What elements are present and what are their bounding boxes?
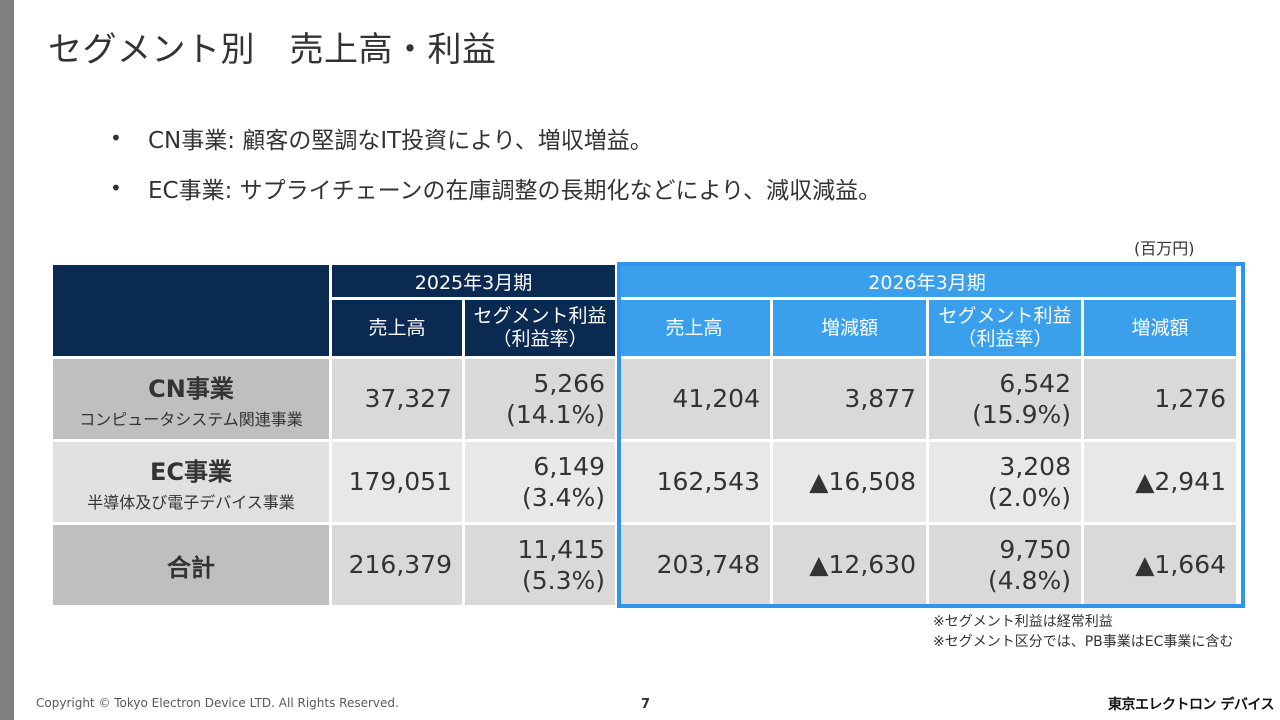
cell-profit-2025: 5,266 (14.1%) — [465, 359, 615, 439]
segment-name: EC事業 — [149, 457, 232, 486]
bullet-marker: • — [110, 176, 122, 200]
footnotes: ※セグメント利益は経常利益 ※セグメント区分では、PB事業はEC事業に含む — [933, 612, 1233, 652]
bullet-text: EC事業: サプライチェーンの在庫調整の長期化などにより、減収減益。 — [148, 178, 882, 204]
header-sales-2025: 売上高 — [332, 300, 462, 356]
bullet-marker: • — [110, 126, 122, 150]
cell-profit-2026: 3,208 (2.0%) — [929, 442, 1081, 522]
row-label: 合計 — [53, 525, 329, 605]
profit-value: 5,266 — [533, 368, 605, 398]
header-period-2026: 2026年3月期 — [618, 265, 1236, 297]
cell-sales-change: ▲12,630 — [773, 525, 926, 605]
bullet-list: • CN事業: 顧客の堅調なIT投資により、増収増益。 • EC事業: サプライ… — [110, 118, 881, 218]
header-profit-change: 増減額 — [1084, 300, 1236, 356]
footnote: ※セグメント利益は経常利益 — [933, 614, 1113, 630]
cell-profit-2026: 6,542 (15.9%) — [929, 359, 1081, 439]
cell-sales-2026: 162,543 — [618, 442, 770, 522]
table-row: 合計 216,379 11,415 (5.3%) 203,748 ▲12,630… — [53, 525, 1236, 605]
profit-rate: (5.3%) — [521, 566, 605, 595]
header-profit-2026: セグメント利益 （利益率） — [929, 300, 1081, 356]
bullet-item: • EC事業: サプライチェーンの在庫調整の長期化などにより、減収減益。 — [110, 168, 881, 208]
header-profit-line1: セグメント利益 — [938, 305, 1072, 328]
profit-value: 6,542 — [999, 368, 1071, 398]
header-profit-2025: セグメント利益 （利益率） — [465, 300, 615, 356]
segment-name: CN事業 — [148, 374, 234, 403]
page-number: 7 — [641, 697, 651, 712]
cell-sales-2026: 203,748 — [618, 525, 770, 605]
footnote: ※セグメント区分では、PB事業はEC事業に含む — [933, 634, 1234, 650]
header-corner — [53, 265, 329, 356]
cell-profit-2025: 11,415 (5.3%) — [465, 525, 615, 605]
profit-value: 3,208 — [999, 451, 1071, 481]
cell-profit-change: ▲2,941 — [1084, 442, 1236, 522]
profit-rate: (2.0%) — [987, 483, 1071, 512]
left-accent-bar — [0, 0, 14, 720]
bullet-text: CN事業: 顧客の堅調なIT投資により、増収増益。 — [148, 128, 653, 154]
table-row: EC事業 半導体及び電子デバイス事業 179,051 6,149 (3.4%) … — [53, 442, 1236, 522]
header-profit-line2: （利益率） — [957, 328, 1053, 350]
segment-name: 合計 — [167, 553, 215, 582]
cell-sales-2025: 179,051 — [332, 442, 462, 522]
row-label: CN事業 コンピュータシステム関連事業 — [53, 359, 329, 439]
company-logo: 東京エレクトロン デバイス — [1108, 697, 1274, 713]
profit-value: 9,750 — [999, 534, 1071, 564]
profit-rate: (4.8%) — [987, 566, 1071, 595]
cell-profit-2026: 9,750 (4.8%) — [929, 525, 1081, 605]
cell-sales-change: 3,877 — [773, 359, 926, 439]
cell-profit-change: 1,276 — [1084, 359, 1236, 439]
header-sales-2026: 売上高 — [618, 300, 770, 356]
cell-sales-change: ▲16,508 — [773, 442, 926, 522]
copyright-text: Copyright © Tokyo Electron Device LTD. A… — [36, 696, 399, 710]
unit-label: (百万円) — [1134, 239, 1195, 258]
table-row: CN事業 コンピュータシステム関連事業 37,327 5,266 (14.1%)… — [53, 359, 1236, 439]
profit-rate: (3.4%) — [521, 483, 605, 512]
header-profit-line1: セグメント利益 — [473, 305, 607, 328]
profit-rate: (14.1%) — [506, 400, 605, 429]
cell-profit-change: ▲1,664 — [1084, 525, 1236, 605]
segment-table: 2025年3月期 2026年3月期 売上高 セグメント利益 （利益率） 売上高 … — [50, 262, 1239, 608]
bullet-item: • CN事業: 顧客の堅調なIT投資により、増収増益。 — [110, 118, 881, 158]
cell-sales-2025: 37,327 — [332, 359, 462, 439]
row-label: EC事業 半導体及び電子デバイス事業 — [53, 442, 329, 522]
profit-rate: (15.9%) — [972, 400, 1071, 429]
profit-value: 6,149 — [533, 451, 605, 481]
slide-title: セグメント別 売上高・利益 — [48, 30, 497, 70]
cell-profit-2025: 6,149 (3.4%) — [465, 442, 615, 522]
segment-subtitle: コンピュータシステム関連事業 — [79, 409, 303, 429]
header-profit-line2: （利益率） — [492, 328, 588, 350]
cell-sales-2025: 216,379 — [332, 525, 462, 605]
header-sales-change: 増減額 — [773, 300, 926, 356]
cell-sales-2026: 41,204 — [618, 359, 770, 439]
header-period-2025: 2025年3月期 — [332, 265, 615, 297]
profit-value: 11,415 — [517, 534, 605, 564]
segment-subtitle: 半導体及び電子デバイス事業 — [87, 492, 295, 512]
